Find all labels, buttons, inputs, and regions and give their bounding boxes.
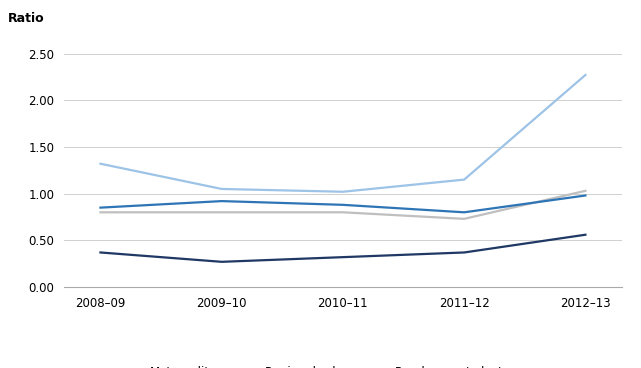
Metropolitan xyxy=(97,250,104,255)
Industry average xyxy=(218,210,226,215)
Metropolitan xyxy=(581,233,589,237)
Metropolitan xyxy=(218,259,226,264)
Industry average xyxy=(460,217,468,221)
Industry average xyxy=(339,210,347,215)
Line: Regional urban: Regional urban xyxy=(101,195,585,212)
Industry average xyxy=(97,210,104,215)
Rural xyxy=(218,187,226,191)
Industry average xyxy=(581,189,589,193)
Line: Rural: Rural xyxy=(101,75,585,192)
Regional urban xyxy=(339,203,347,207)
Rural xyxy=(460,177,468,182)
Legend: Metropolitan, Regional urban, Rural, Industry average: Metropolitan, Regional urban, Rural, Ind… xyxy=(115,361,571,368)
Line: Metropolitan: Metropolitan xyxy=(101,235,585,262)
Metropolitan xyxy=(339,255,347,259)
Rural xyxy=(339,190,347,194)
Regional urban xyxy=(218,199,226,203)
Text: Ratio: Ratio xyxy=(8,12,45,25)
Rural xyxy=(97,162,104,166)
Regional urban xyxy=(460,210,468,215)
Regional urban xyxy=(581,193,589,198)
Line: Industry average: Industry average xyxy=(101,191,585,219)
Regional urban xyxy=(97,205,104,210)
Metropolitan xyxy=(460,250,468,255)
Rural xyxy=(581,73,589,77)
